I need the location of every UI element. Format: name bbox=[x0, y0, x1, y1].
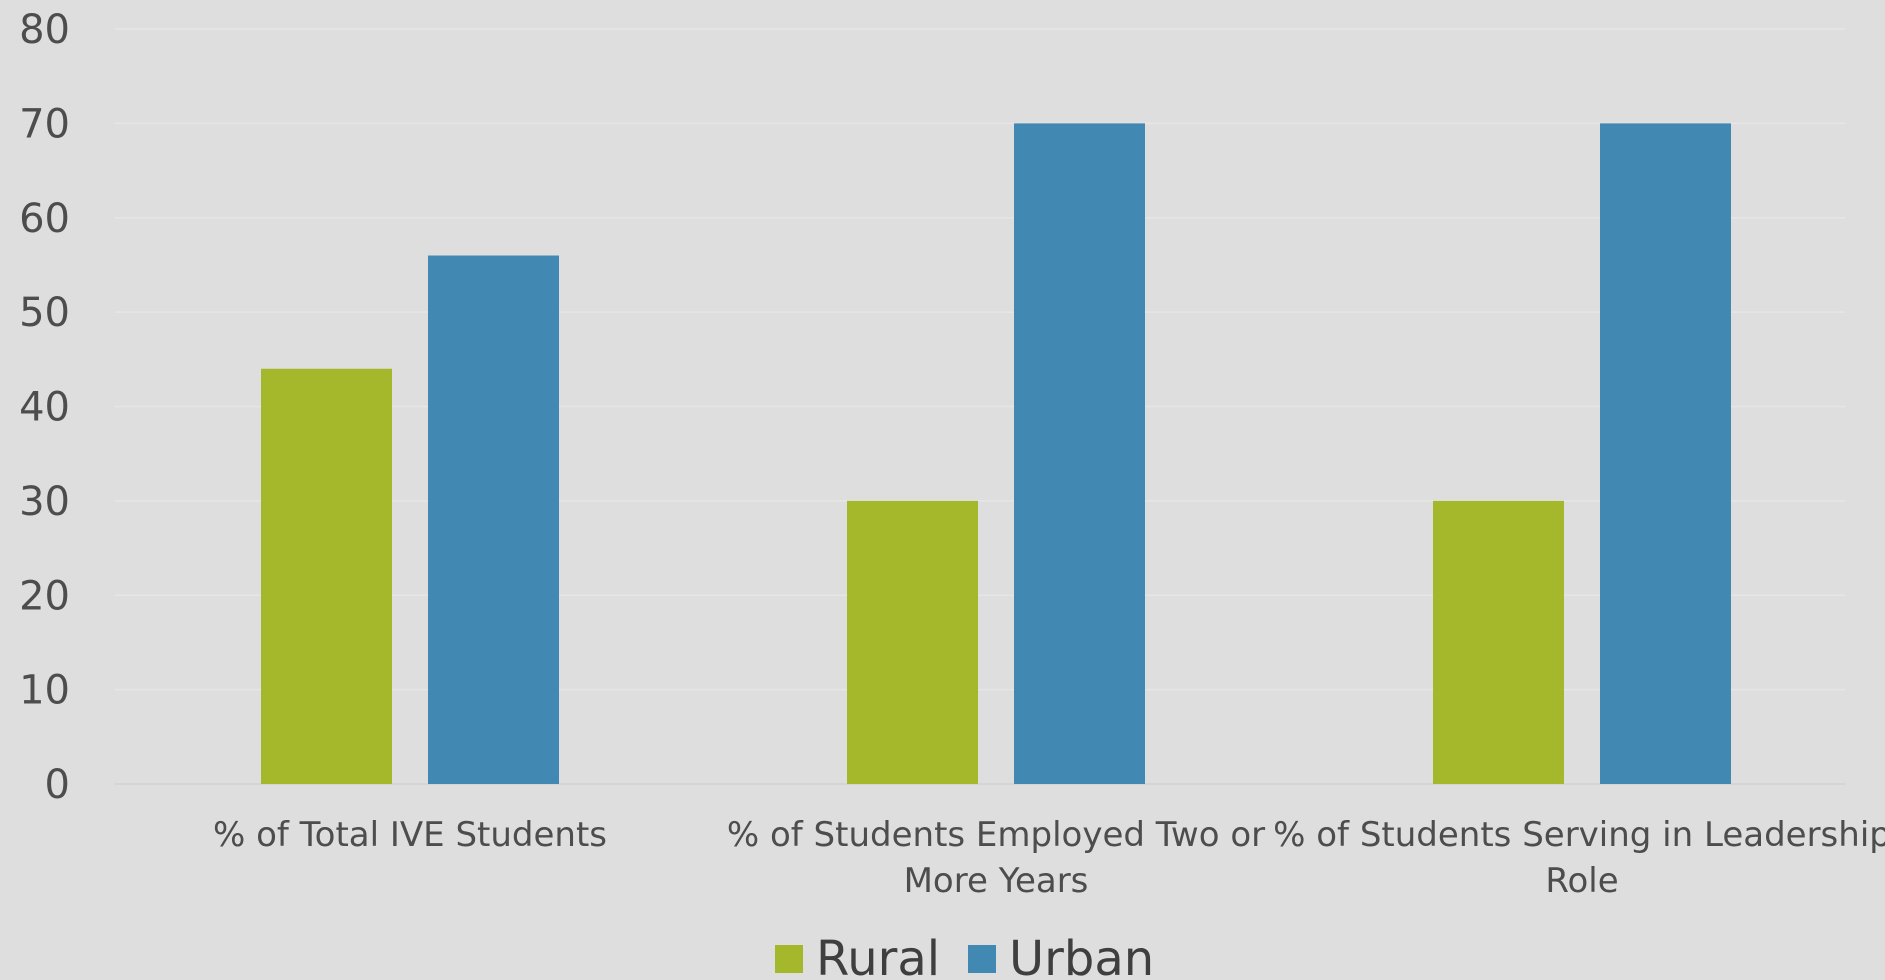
bar-rural-1 bbox=[847, 500, 978, 784]
legend-label-urban: Urban bbox=[1009, 931, 1154, 980]
legend-swatch-urban bbox=[968, 945, 996, 973]
y-tick-label: 40 bbox=[19, 385, 70, 431]
bar-urban-1 bbox=[1014, 123, 1145, 784]
bar-urban-0 bbox=[428, 255, 559, 784]
x-category-label-line: % of Students Employed Two or bbox=[727, 815, 1265, 855]
y-axis-tick-labels: 0 10 20 30 40 50 60 70 80 bbox=[19, 7, 70, 808]
y-tick-label: 30 bbox=[19, 479, 70, 525]
y-tick-label: 10 bbox=[19, 668, 70, 714]
x-category-label-line: % of Students Serving in Leadership bbox=[1273, 815, 1885, 855]
y-tick-label: 50 bbox=[19, 290, 70, 336]
x-category-label: % of Students Serving in Leadership Role bbox=[1273, 815, 1885, 901]
gridlines bbox=[115, 28, 1845, 785]
x-category-label: % of Total IVE Students bbox=[213, 815, 607, 855]
bars bbox=[261, 123, 1731, 784]
x-category-label: % of Students Employed Two or More Years bbox=[727, 815, 1265, 901]
y-tick-label: 80 bbox=[19, 7, 70, 53]
x-category-label-line: More Years bbox=[904, 861, 1089, 901]
legend: Rural Urban bbox=[775, 931, 1154, 980]
y-tick-label: 70 bbox=[19, 101, 70, 147]
bar-urban-2 bbox=[1600, 123, 1731, 784]
x-category-label-line: Role bbox=[1545, 861, 1618, 901]
x-category-label-line: % of Total IVE Students bbox=[213, 815, 607, 855]
y-tick-label: 20 bbox=[19, 573, 70, 619]
bar-rural-0 bbox=[261, 368, 392, 784]
legend-swatch-rural bbox=[775, 945, 803, 973]
x-axis-category-labels: % of Total IVE Students % of Students Emp… bbox=[213, 815, 1885, 901]
y-tick-label: 0 bbox=[45, 762, 70, 808]
bar-rural-2 bbox=[1433, 500, 1564, 784]
legend-label-rural: Rural bbox=[816, 931, 940, 980]
y-tick-label: 60 bbox=[19, 196, 70, 242]
